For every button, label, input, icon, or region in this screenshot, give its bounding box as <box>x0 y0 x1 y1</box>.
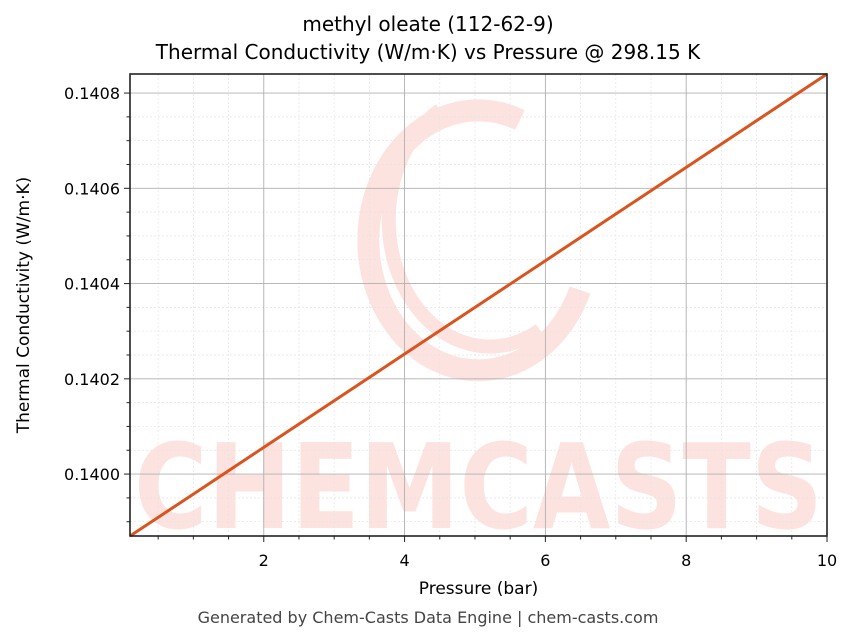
x-axis-ticks: 2 4 6 8 10 <box>157 536 837 570</box>
svg-text:10: 10 <box>817 551 837 570</box>
svg-text:0.1402: 0.1402 <box>64 370 120 389</box>
x-axis-label: Pressure (bar) <box>419 579 538 599</box>
svg-text:0.1408: 0.1408 <box>64 84 120 103</box>
chart-title-line2: Thermal Conductivity (W/m·K) vs Pressure… <box>155 40 701 64</box>
svg-text:0.1404: 0.1404 <box>64 275 120 294</box>
svg-text:0.1406: 0.1406 <box>64 179 120 198</box>
y-axis-label: Thermal Conductivity (W/m·K) <box>14 177 34 435</box>
svg-text:6: 6 <box>540 551 550 570</box>
svg-text:8: 8 <box>681 551 691 570</box>
chart-title-line1: methyl oleate (112-62-9) <box>302 12 554 36</box>
svg-text:4: 4 <box>399 551 409 570</box>
data-series-line <box>129 72 828 538</box>
svg-text:0.1400: 0.1400 <box>64 465 120 484</box>
y-axis-ticks: 0.1400 0.1402 0.1404 0.1406 0.1408 <box>64 84 130 523</box>
watermark-logo: CHEMCASTS <box>134 99 823 556</box>
svg-text:2: 2 <box>259 551 269 570</box>
svg-text:CHEMCASTS: CHEMCASTS <box>134 418 823 556</box>
plot-frame <box>129 73 828 537</box>
footer-credit: Generated by Chem-Casts Data Engine | ch… <box>197 608 659 627</box>
